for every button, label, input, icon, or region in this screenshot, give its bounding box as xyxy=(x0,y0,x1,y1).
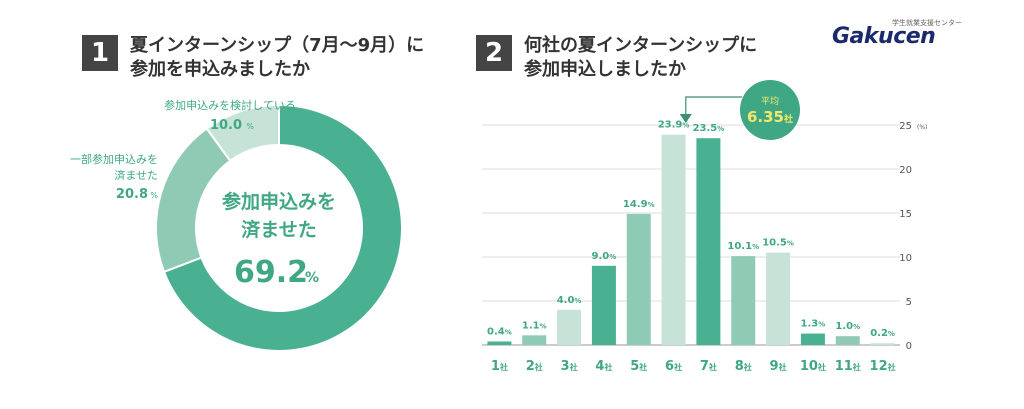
donut-center-label-line2: 済ませた xyxy=(241,218,316,241)
bar-10 xyxy=(800,333,825,345)
category-label-1: 1社 xyxy=(491,359,508,374)
question-title-2-line2: 参加申込しましたか xyxy=(524,59,686,80)
donut-slice-3-unit: % xyxy=(246,122,254,131)
question-number-1: 1 xyxy=(82,35,118,71)
question-title-1: 夏インターンシップ（7月～9月）に 参加を申込みましたか xyxy=(130,34,424,82)
category-label-9: 9社 xyxy=(770,359,787,374)
average-value: 6.35社 xyxy=(747,108,793,126)
donut-slice-2-label-line2: 済ませた xyxy=(114,168,158,182)
bar-value-label-6: 23.9% xyxy=(658,120,690,131)
bar-7 xyxy=(696,138,721,345)
donut-slice-3-label: 参加申込みを検討している xyxy=(164,98,296,112)
bar-value-label-5: 14.9% xyxy=(623,199,655,210)
donut-slice-3 xyxy=(205,103,280,163)
category-label-3: 3社 xyxy=(561,359,578,374)
question-title-1-line1: 夏インターンシップ（7月～9月）に xyxy=(130,35,425,56)
y-tick-5: 5 xyxy=(906,297,912,308)
bar-6 xyxy=(661,134,686,345)
category-label-4: 4社 xyxy=(595,359,612,374)
donut-slice-1 xyxy=(162,103,403,352)
donut-center-unit: % xyxy=(305,270,319,286)
bar-1 xyxy=(487,341,512,345)
category-label-11: 11社 xyxy=(835,359,861,374)
bar-value-label-8: 10.1% xyxy=(727,241,759,252)
bar-3 xyxy=(557,309,582,345)
bar-value-label-7: 23.5% xyxy=(693,123,725,134)
bar-value-label-1: 0.4% xyxy=(487,326,512,337)
y-axis-unit: (%) xyxy=(917,124,927,131)
y-tick-0: 0 xyxy=(906,341,912,352)
y-tick-15: 15 xyxy=(899,209,912,220)
donut-slice-2-unit: % xyxy=(150,191,158,200)
category-label-7: 7社 xyxy=(700,359,717,374)
average-label: 平均 xyxy=(761,95,779,107)
average-pointer-arrow xyxy=(679,114,692,123)
y-tick-20: 20 xyxy=(899,165,912,176)
donut-slice-3-value: 10.0 xyxy=(210,118,242,133)
logo-text: Gakucen xyxy=(832,24,936,49)
bar-12 xyxy=(870,343,895,345)
donut-slice-2-value: 20.8 xyxy=(116,187,148,202)
y-tick-10: 10 xyxy=(899,253,912,264)
category-label-6: 6社 xyxy=(665,359,682,374)
bar-9 xyxy=(766,252,791,345)
bar-value-label-10: 1.3% xyxy=(801,319,826,330)
gakucen-logo: 学生就業支援センター Gakucen xyxy=(832,18,962,54)
bar-chart: 0 5 10 15 20 25 (%) 0.4% 1社 1.1% 2社 4.0% 3社 9.0% 4社 14.… xyxy=(482,80,927,374)
question-title-2-line1: 何社の夏インターンシップに xyxy=(524,35,758,56)
question-title-1-line2: 参加を申込みましたか xyxy=(130,59,310,80)
question-title-2: 何社の夏インターンシップに 参加申込しましたか xyxy=(524,34,757,82)
average-badge xyxy=(740,80,800,140)
question-number-2: 2 xyxy=(476,35,512,71)
bar-11 xyxy=(835,336,860,345)
donut-slice-2-label-line1: 一部参加申込みを xyxy=(70,152,158,166)
bar-value-label-2: 1.1% xyxy=(522,320,547,331)
donut-slice-2 xyxy=(155,127,232,274)
bar-2 xyxy=(522,335,547,345)
bar-4 xyxy=(591,265,616,345)
bar-value-label-12: 0.2% xyxy=(870,328,895,339)
average-pointer-line xyxy=(685,96,742,116)
bar-value-label-9: 10.5% xyxy=(762,238,794,249)
category-label-5: 5社 xyxy=(630,359,647,374)
category-label-2: 2社 xyxy=(526,359,543,374)
y-tick-25: 25 xyxy=(899,121,912,132)
category-label-10: 10社 xyxy=(800,359,826,374)
bar-value-label-11: 1.0% xyxy=(835,321,860,332)
category-label-8: 8社 xyxy=(735,359,752,374)
bar-8 xyxy=(731,256,756,345)
category-label-12: 12社 xyxy=(870,359,896,374)
bar-value-label-4: 9.0% xyxy=(592,251,617,262)
donut-center-value: 69.2 xyxy=(234,255,308,290)
bar-5 xyxy=(626,213,651,345)
bar-value-label-3: 4.0% xyxy=(557,295,582,306)
logo-subtext: 学生就業支援センター xyxy=(892,19,962,27)
donut-center-label-line1: 参加申込みを xyxy=(222,190,336,213)
